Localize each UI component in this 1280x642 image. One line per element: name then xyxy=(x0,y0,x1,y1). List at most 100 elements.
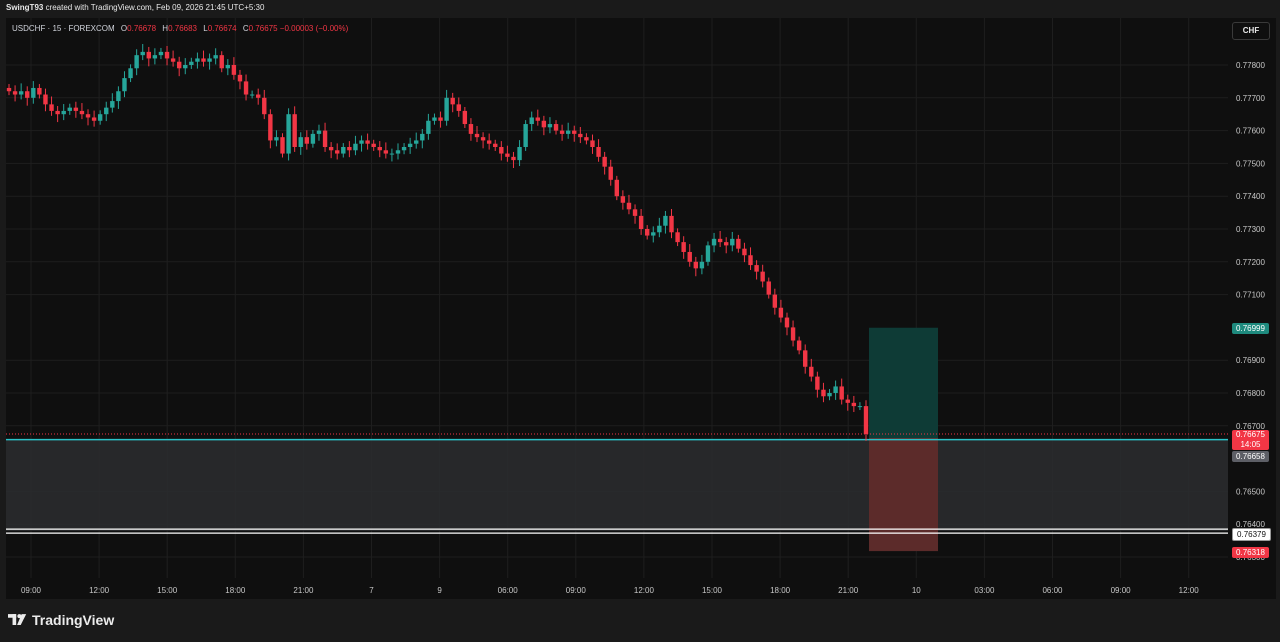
time-tick-label: 9 xyxy=(437,586,442,595)
candle-body xyxy=(651,232,656,236)
candle-body xyxy=(602,156,607,167)
candle-body xyxy=(839,386,844,400)
candle xyxy=(268,109,273,149)
candle-body xyxy=(444,97,449,121)
candle-body xyxy=(827,393,832,397)
candle xyxy=(499,141,504,161)
candle xyxy=(407,137,413,154)
candle-body xyxy=(711,238,717,246)
candle-body xyxy=(626,202,632,210)
candle xyxy=(845,394,850,411)
candle-body xyxy=(468,124,474,134)
candle xyxy=(851,395,857,413)
open-value: 0.76678 xyxy=(127,24,157,33)
candle-body xyxy=(401,147,407,151)
candle-body xyxy=(365,140,370,144)
low-value: 0.76674 xyxy=(207,24,237,33)
candle-body xyxy=(55,110,60,115)
low-label: L xyxy=(203,24,208,33)
price-axis: 0.77800 0.77700 0.77600 0.77500 0.77400 0.773… xyxy=(1236,61,1265,562)
candle-body xyxy=(395,150,401,154)
candle-body xyxy=(189,61,194,65)
time-tick-label: 03:00 xyxy=(974,586,995,595)
candle-body xyxy=(195,58,200,62)
candle-body xyxy=(620,196,626,203)
candle-body xyxy=(432,117,437,121)
candle xyxy=(833,380,838,400)
close-label: C xyxy=(242,24,249,33)
candle xyxy=(274,130,279,147)
tradingview-logo-icon xyxy=(8,614,27,625)
candle xyxy=(669,208,674,239)
candle xyxy=(523,120,528,151)
candle-body xyxy=(687,251,692,262)
target-zone xyxy=(869,327,938,438)
candle xyxy=(486,133,492,150)
chart-credit: SwingT93 created with TradingView.com, F… xyxy=(6,3,264,12)
author-name: SwingT93 xyxy=(6,3,44,12)
candle xyxy=(328,142,334,159)
time-tick-label: 18:00 xyxy=(225,586,246,595)
candle xyxy=(863,400,869,441)
stop-zone xyxy=(869,438,938,552)
candle xyxy=(511,151,516,168)
candle xyxy=(49,96,54,116)
stop-price-tag: 0.76318 xyxy=(1232,547,1269,558)
candle xyxy=(444,89,449,126)
candle-body xyxy=(590,140,595,147)
candle xyxy=(584,133,589,145)
candle-body xyxy=(675,232,680,243)
candle-body xyxy=(462,110,468,125)
candle-body xyxy=(833,386,838,393)
candle-body xyxy=(724,242,729,246)
candle-body xyxy=(565,130,571,134)
candle xyxy=(207,53,212,70)
candle xyxy=(626,194,632,215)
candle-body xyxy=(766,281,771,295)
candle-body xyxy=(25,91,30,98)
candle-body xyxy=(584,137,589,141)
candle-body xyxy=(237,74,243,82)
candle-body xyxy=(644,229,650,236)
time-tick-label: 21:00 xyxy=(838,586,859,595)
close-value: 0.76675 xyxy=(248,24,278,33)
candlestick-chart[interactable]: 0.77800 0.77700 0.77600 0.77500 0.77400 0.773… xyxy=(0,0,1280,600)
candle xyxy=(140,44,145,61)
candle xyxy=(414,132,419,149)
candle xyxy=(796,336,802,355)
candle-body xyxy=(480,137,486,141)
candle-body xyxy=(742,248,747,256)
candle xyxy=(31,81,36,104)
candle xyxy=(784,312,790,336)
candle xyxy=(347,141,352,158)
candle-body xyxy=(663,215,668,226)
candle xyxy=(517,140,522,167)
tradingview-logo[interactable]: TradingView xyxy=(8,612,114,628)
candle xyxy=(286,108,291,161)
candle xyxy=(237,69,243,90)
candle xyxy=(821,382,826,403)
candle xyxy=(176,56,182,77)
candle xyxy=(12,85,18,102)
candle xyxy=(292,106,297,152)
candle xyxy=(493,139,498,151)
candle xyxy=(134,49,139,76)
candle-body xyxy=(572,130,577,134)
candle-body xyxy=(851,402,857,407)
candle-body xyxy=(511,156,516,161)
candle-body xyxy=(505,153,510,157)
candle xyxy=(620,190,626,210)
candle xyxy=(67,103,72,115)
candle-body xyxy=(371,143,376,147)
candle xyxy=(699,254,705,275)
currency-button[interactable]: CHF xyxy=(1232,22,1270,40)
candle xyxy=(724,237,729,254)
candle xyxy=(803,344,808,374)
candle-body xyxy=(110,101,115,108)
candle-body xyxy=(176,61,182,69)
candle-body xyxy=(638,215,644,229)
candle xyxy=(316,124,322,141)
candle-body xyxy=(341,147,346,154)
candle xyxy=(760,264,765,288)
candle xyxy=(310,129,316,148)
